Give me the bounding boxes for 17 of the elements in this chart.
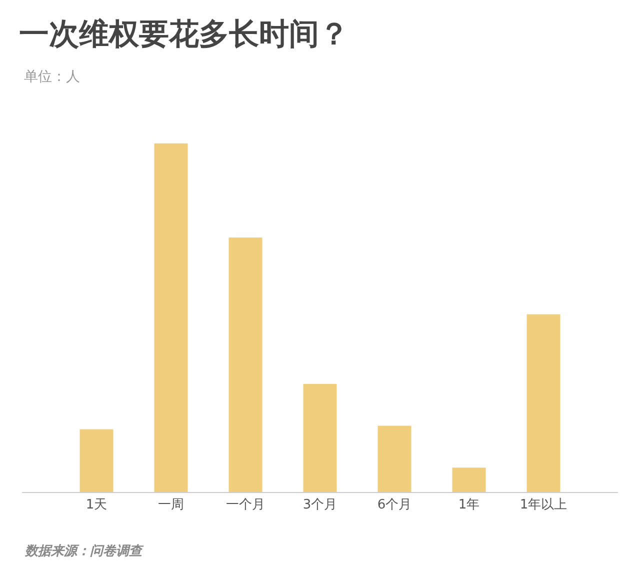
x-tick-label: 1天 [86,498,108,513]
x-tick-label: 一周 [158,498,184,513]
bar [452,468,486,492]
bar [303,384,337,492]
x-tick-label: 1年 [458,498,480,513]
x-tick-label: 6个月 [377,498,412,513]
source-note: 数据来源：问卷调查 [24,544,144,559]
chart-title: 一次维权要花多长时间？ [19,16,350,52]
bar [378,426,412,492]
bar [228,237,262,492]
x-tick-label: 3个月 [302,498,338,513]
chart-subtitle: 单位：人 [24,69,80,85]
x-tick-label: 1年以上 [520,498,568,513]
bar [80,429,114,492]
bar [526,314,560,492]
x-tick-label: 一个月 [226,498,265,513]
bar [154,143,188,492]
